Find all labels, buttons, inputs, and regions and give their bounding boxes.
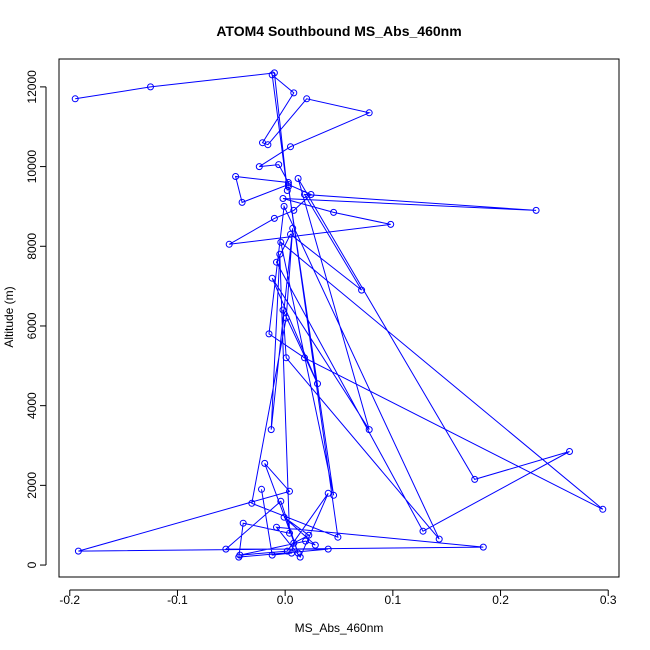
- data-point: [301, 191, 308, 198]
- data-point: [268, 71, 276, 79]
- data-point: [248, 499, 256, 507]
- data-point: [287, 230, 294, 238]
- data-point: [275, 161, 283, 169]
- y-tick-label: 8000: [25, 233, 39, 260]
- data-point: [268, 274, 276, 282]
- data-point: [222, 545, 230, 553]
- y-tick-label: 6000: [25, 312, 39, 339]
- data-point: [286, 529, 293, 537]
- data-point: [268, 551, 276, 559]
- data-point: [479, 543, 487, 551]
- data-point: [566, 448, 573, 455]
- y-tick-label: 2000: [25, 472, 39, 499]
- x-tick-label: -0.1: [167, 593, 188, 607]
- data-point: [270, 214, 278, 222]
- data-point: [265, 330, 273, 338]
- x-tick-label: -0.2: [59, 593, 80, 607]
- series-line: [75, 72, 604, 559]
- data-point: [324, 489, 332, 497]
- data-point: [296, 553, 304, 561]
- data-point: [232, 173, 240, 180]
- data-point: [236, 551, 244, 559]
- data-point: [282, 354, 290, 362]
- data-point: [270, 69, 278, 77]
- data-point: [289, 224, 297, 232]
- x-tick-label: 0.2: [492, 593, 509, 607]
- y-tick-label: 12000: [25, 70, 39, 104]
- data-point: [267, 426, 275, 434]
- data-point: [305, 531, 313, 539]
- data-point: [283, 547, 291, 555]
- data-point: [314, 380, 321, 388]
- data-point: [599, 505, 607, 513]
- data-point: [225, 240, 233, 248]
- data-point: [358, 286, 366, 294]
- data-point: [282, 314, 290, 322]
- data-point: [287, 143, 294, 151]
- y-tick-label: 4000: [25, 392, 39, 419]
- data-point: [239, 519, 247, 527]
- data-point: [284, 181, 292, 188]
- data-point: [264, 141, 272, 149]
- x-axis: -0.2 -0.1 0.0 0.1 0.2 0.3: [59, 589, 617, 607]
- y-tick-label: 10000: [25, 150, 39, 184]
- data-point: [276, 250, 284, 258]
- data-point: [311, 541, 319, 549]
- plot-frame: [58, 58, 620, 578]
- data-point: [301, 354, 308, 362]
- data-point: [288, 549, 296, 557]
- x-tick-label: 0.1: [385, 593, 402, 607]
- data-point: [286, 487, 293, 495]
- x-tick-label: 0.0: [277, 593, 294, 607]
- x-axis-label: MS_Abs_460nm: [295, 621, 384, 635]
- data-point: [302, 537, 310, 545]
- data-point: [71, 95, 79, 103]
- chart-title: ATOM4 Southbound MS_Abs_460nm: [216, 23, 461, 39]
- data-point: [303, 95, 311, 103]
- data-point: [387, 220, 395, 228]
- y-axis: 0 2000 4000 6000 8000 10000 12000: [25, 70, 47, 568]
- data-point: [365, 109, 373, 117]
- data-point: [334, 533, 342, 541]
- data-point: [284, 179, 292, 186]
- data-point: [290, 89, 298, 97]
- data-point: [471, 475, 479, 483]
- data-point: [330, 208, 338, 216]
- data-point: [532, 206, 540, 214]
- x-tick-label: 0.3: [600, 593, 617, 607]
- data-point: [435, 535, 443, 543]
- data-point: [255, 163, 263, 171]
- data-point: [238, 198, 246, 206]
- data-point: [273, 258, 280, 266]
- data-point: [294, 175, 302, 182]
- data-point: [419, 527, 427, 535]
- data-point: [273, 523, 280, 531]
- y-axis-label: Altitude (m): [2, 286, 16, 347]
- plot-area: [71, 69, 607, 561]
- data-point: [147, 83, 154, 91]
- data-point: [279, 195, 287, 202]
- data-point: [277, 497, 285, 505]
- data-point: [258, 485, 265, 493]
- data-point: [324, 545, 332, 553]
- data-point: [279, 306, 287, 314]
- data-point: [277, 238, 285, 246]
- data-point: [284, 183, 292, 190]
- data-point: [261, 459, 269, 467]
- data-point: [280, 513, 288, 521]
- y-tick-label: 0: [25, 561, 39, 568]
- data-point: [365, 426, 373, 434]
- data-point: [74, 547, 82, 555]
- data-point: [280, 202, 288, 210]
- data-point: [290, 539, 298, 547]
- data-point: [290, 206, 298, 214]
